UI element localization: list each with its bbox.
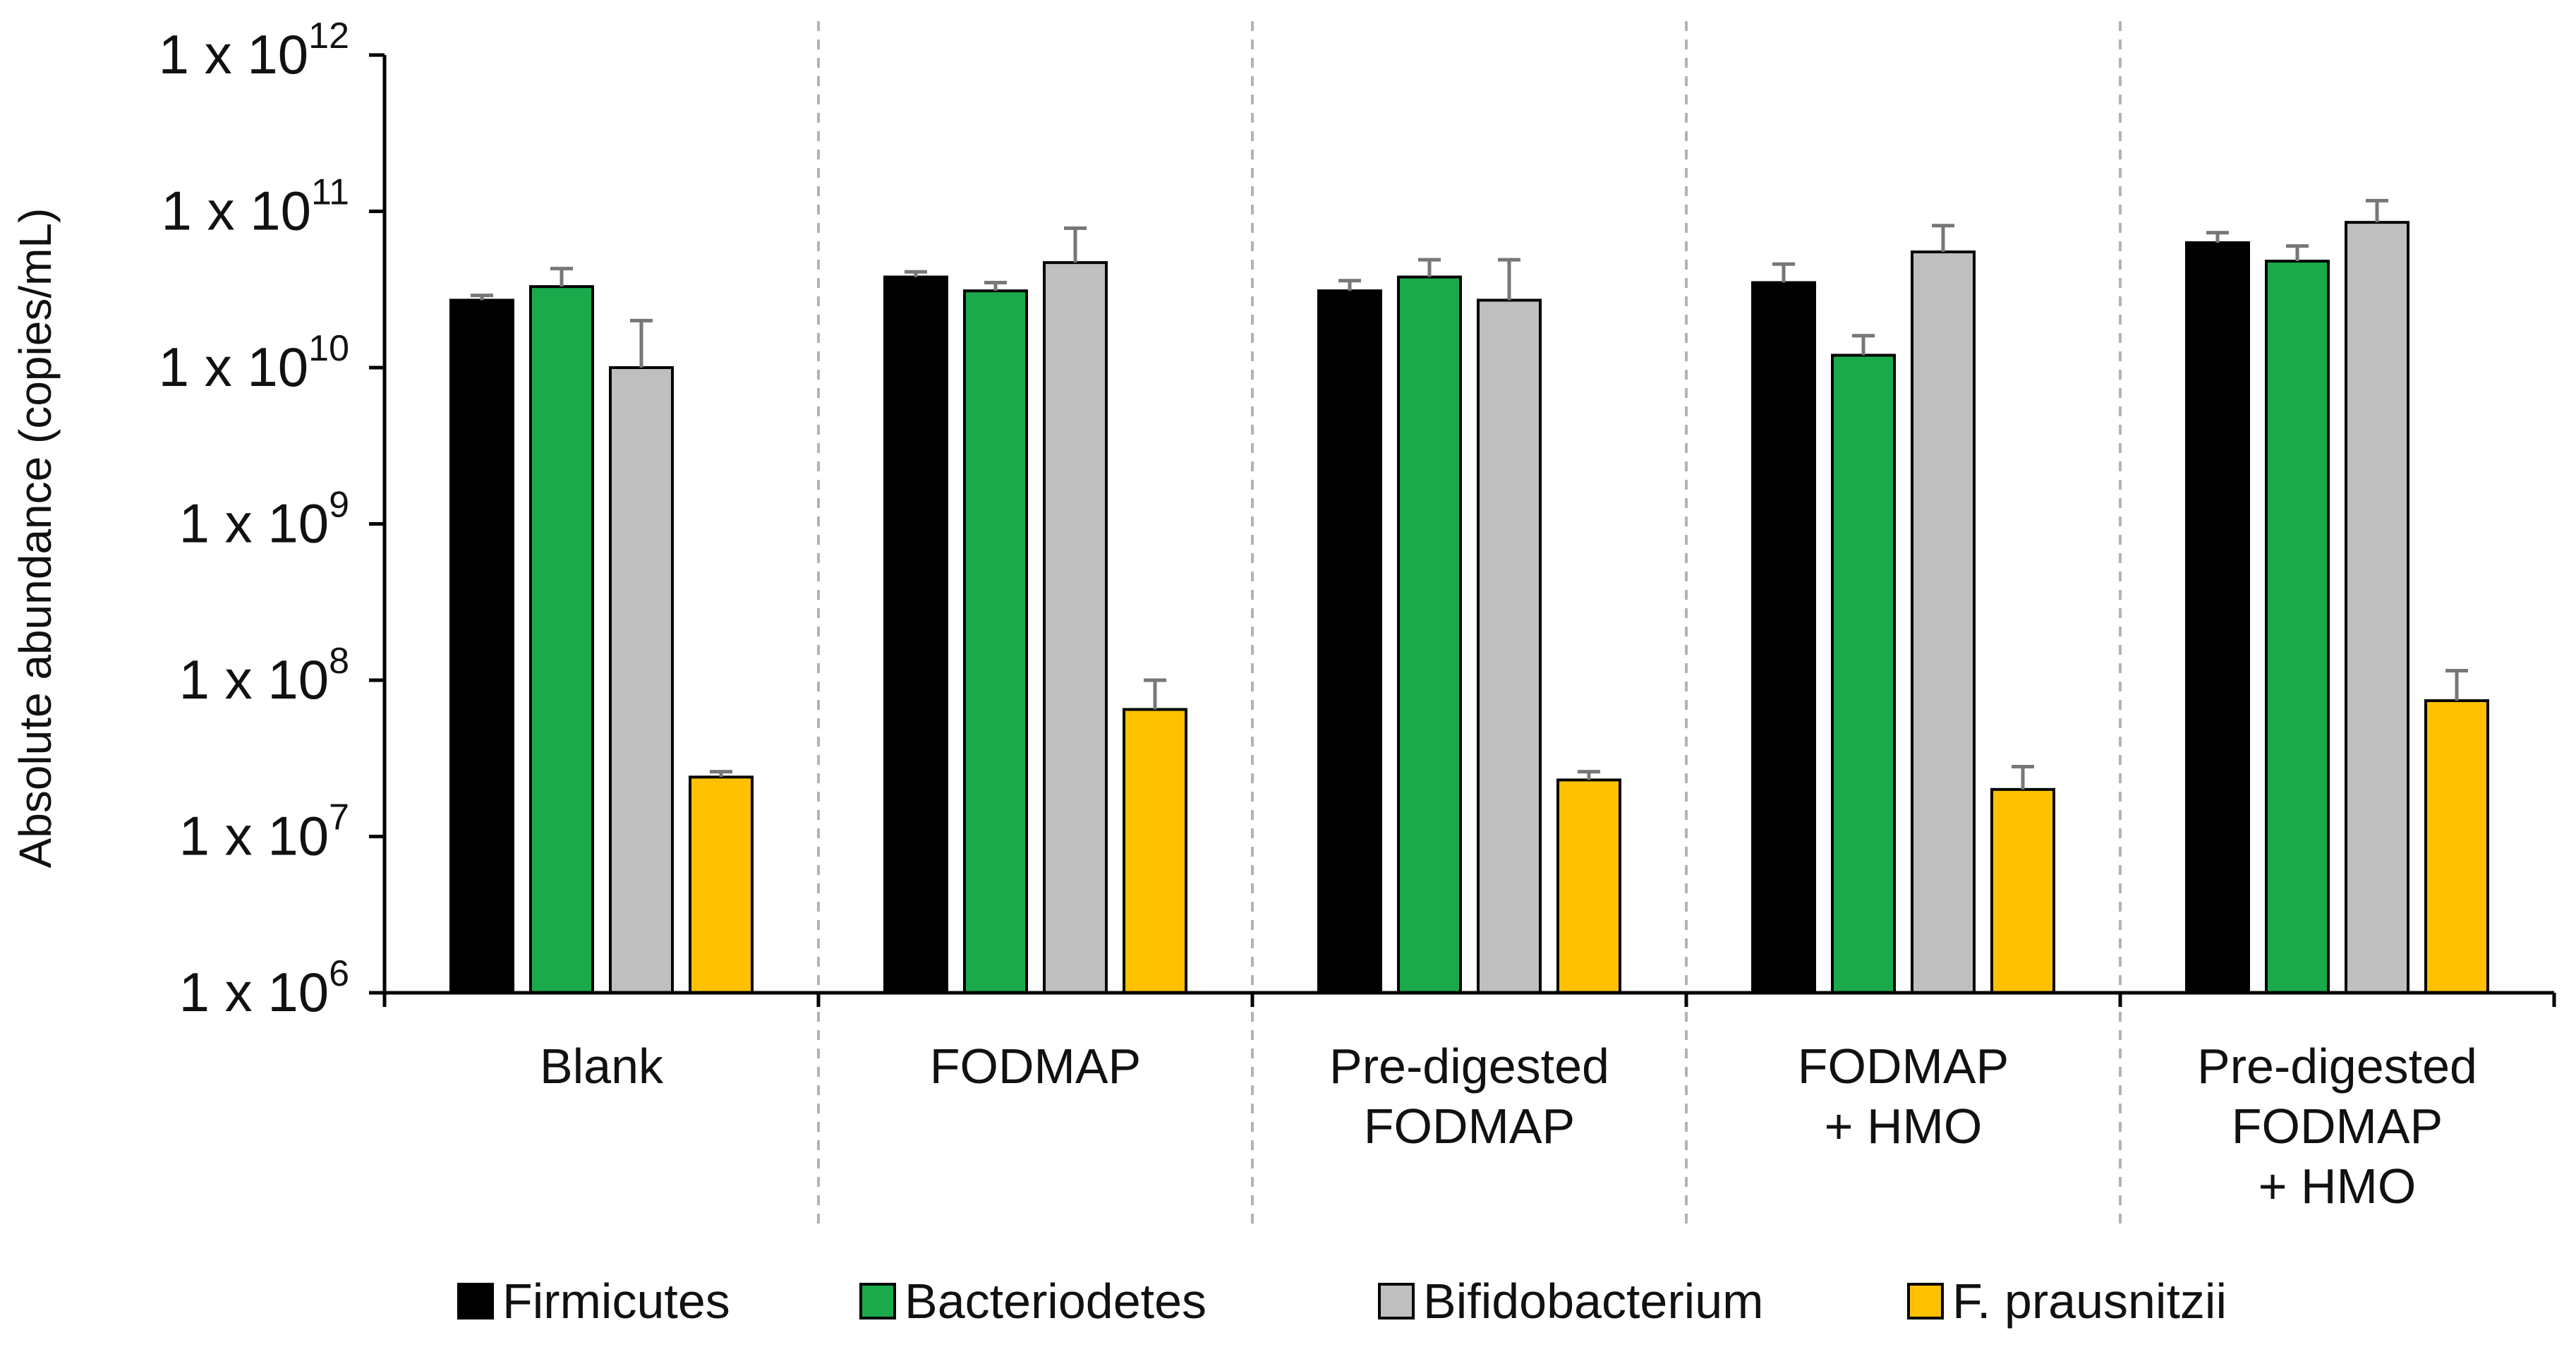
y-tick-label-base: 1 x 10 <box>179 805 329 867</box>
bar <box>689 775 754 994</box>
bar <box>1911 250 1976 995</box>
y-tick-label: 1 x 1012 <box>159 16 349 85</box>
legend-swatch <box>859 1283 896 1319</box>
y-tick-label-exponent: 11 <box>311 172 349 213</box>
bar <box>963 289 1028 994</box>
bar <box>529 285 594 994</box>
bar <box>1477 298 1542 994</box>
y-tick-label: 1 x 1011 <box>162 172 349 242</box>
x-category-label: + HMO <box>2258 1159 2417 1214</box>
y-tick-label-base: 1 x 10 <box>159 336 308 398</box>
bar <box>1043 261 1108 994</box>
legend-label: Firmicutes <box>502 1274 730 1329</box>
bar <box>1831 354 1896 994</box>
y-tick-label-base: 1 x 10 <box>159 23 308 85</box>
x-category-label: Pre-digested <box>2197 1039 2477 1094</box>
bar <box>1397 275 1462 994</box>
bar <box>1123 708 1187 994</box>
y-tick-label-base: 1 x 10 <box>162 180 311 242</box>
legend-swatch <box>1907 1283 1944 1319</box>
y-tick-label-exponent: 7 <box>329 797 349 838</box>
bar <box>2185 241 2250 995</box>
y-axis-title: Absolute abundance (copies/mL) <box>10 208 61 869</box>
y-tick-label: 1 x 109 <box>179 485 349 555</box>
bar <box>2265 260 2330 994</box>
bar <box>1751 281 1816 994</box>
y-tick-label-exponent: 9 <box>329 485 349 526</box>
bar <box>1990 787 2055 995</box>
bar <box>883 275 948 994</box>
x-category-label: Pre-digested <box>1329 1039 1609 1094</box>
x-category-label: FODMAP <box>930 1039 1141 1094</box>
x-category-label: FODMAP <box>1364 1099 1575 1154</box>
legend-label: F. prausnitzii <box>1952 1274 2227 1329</box>
x-category-label: + HMO <box>1825 1099 1983 1154</box>
y-tick-label-exponent: 8 <box>329 641 349 682</box>
y-tick-label-exponent: 6 <box>329 953 349 994</box>
bar <box>2345 221 2409 995</box>
y-tick-label-base: 1 x 10 <box>179 961 329 1023</box>
bar <box>1317 289 1382 994</box>
legend-swatch <box>1378 1283 1415 1319</box>
bar <box>449 298 514 994</box>
bar <box>1556 778 1621 995</box>
y-tick-label: 1 x 107 <box>179 797 349 867</box>
y-tick-label: 1 x 1010 <box>159 328 349 398</box>
y-tick-label: 1 x 108 <box>179 641 349 711</box>
y-tick-label: 1 x 106 <box>179 953 349 1023</box>
x-category-label: FODMAP <box>2232 1099 2443 1154</box>
bar <box>609 366 674 994</box>
legend-label: Bacteriodetes <box>905 1274 1207 1329</box>
x-category-label: FODMAP <box>1798 1039 2009 1094</box>
y-tick-label-exponent: 12 <box>308 16 349 56</box>
legend-swatch <box>457 1283 494 1319</box>
legend-label: Bifidobacterium <box>1423 1274 1763 1329</box>
y-tick-label-base: 1 x 10 <box>179 493 329 555</box>
bar <box>2424 699 2489 994</box>
y-tick-label-exponent: 10 <box>308 328 349 369</box>
y-tick-label-base: 1 x 10 <box>179 648 329 711</box>
x-category-label: Blank <box>540 1039 664 1094</box>
